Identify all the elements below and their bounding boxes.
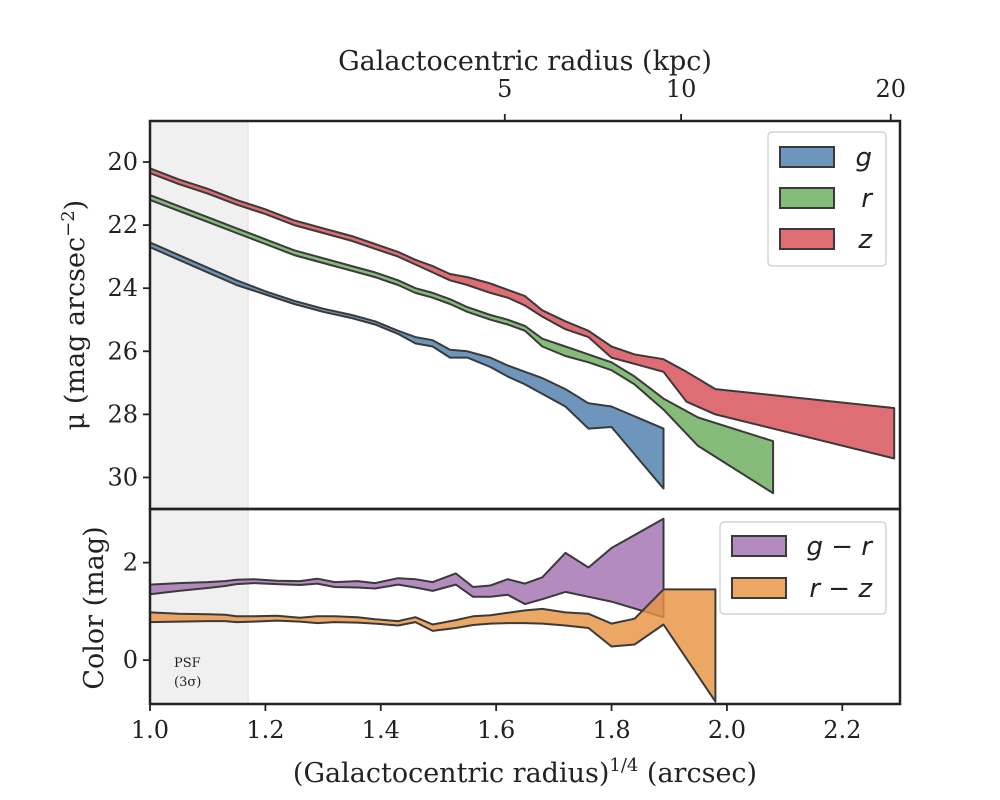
bottom-y-tick-label: 2 [123,549,138,577]
bottom-x-tick-label: 1.2 [246,716,284,744]
bottom-legend-swatch-g-r [731,535,787,557]
bottom-x-tick-label: 1.6 [477,716,515,744]
bottom-x-axis-title-sup: 1/4 [609,755,638,776]
top-y-tick-label: 24 [107,274,138,302]
top-band-g [150,241,665,490]
bottom-x-axis-title-end: (arcsec) [638,758,757,789]
top-y-axis-title-main: μ (mag arcsec [60,237,91,430]
bottom-y-axis-title: Color (mag) [79,526,110,689]
top-legend-label-g: g [855,143,872,173]
psf-label: PSF [174,656,201,671]
top-y-tick-label: 28 [107,400,138,428]
top-y-tick-label: 20 [107,148,138,176]
psf-shade-bottom [150,509,249,704]
bottom-legend-label-r-z: r − z [809,574,873,604]
top-y-axis-title: μ (mag arcsec−2) [58,200,91,430]
bottom-band-r-z [150,588,717,703]
legends: grz g − r r − z [719,131,887,615]
top-y-axis-title-end: ) [60,200,91,211]
bottom-x-tick-label: 1.8 [592,716,630,744]
top-y-axis-title-sup: −2 [58,210,79,237]
psf-sigma-label: (3σ) [174,675,201,690]
color-bands [150,517,717,703]
axes-frames [148,119,902,706]
bottom-x-tick-label: 2.2 [823,716,861,744]
bottom-x-axis-title: (Galactocentric radius)1/4 (arcsec) [293,755,757,789]
top-y-tick-label: 22 [107,211,138,239]
top-legend-label-z: z [857,225,873,255]
bottom-y-tick-label: 0 [123,646,138,674]
bottom-x-tick-label: 1.0 [131,716,169,744]
top-legend-swatch-r [779,187,835,209]
top-band-r [150,194,775,495]
surface-brightness-bands [150,167,896,495]
top-x-axis-title: Galactocentric radius (kpc) [338,46,712,77]
top-x-tick-label: 10 [666,75,697,103]
top-y-tick-label: 26 [107,337,138,365]
bottom-x-tick-label: 2.0 [708,716,746,744]
bottom-legend-swatch-r-z [731,577,787,599]
bottom-x-axis-title-main: (Galactocentric radius) [293,758,609,789]
bottom-x-tick-label: 1.4 [362,716,400,744]
axis-ticks: 20222426283051020305075100021.01.21.41.6… [107,75,906,744]
top-band-z [150,167,896,460]
top-legend-label-r: r [861,184,874,214]
top-legend-swatch-z [779,228,835,250]
top-legend-swatch-g [779,146,835,168]
bottom-legend-label-g-r: g − r [806,532,874,562]
top-y-tick-label: 30 [107,463,138,491]
top-x-tick-label: 5 [497,75,512,103]
top-x-tick-label: 20 [875,75,906,103]
bottom-panel-frame [148,507,902,706]
